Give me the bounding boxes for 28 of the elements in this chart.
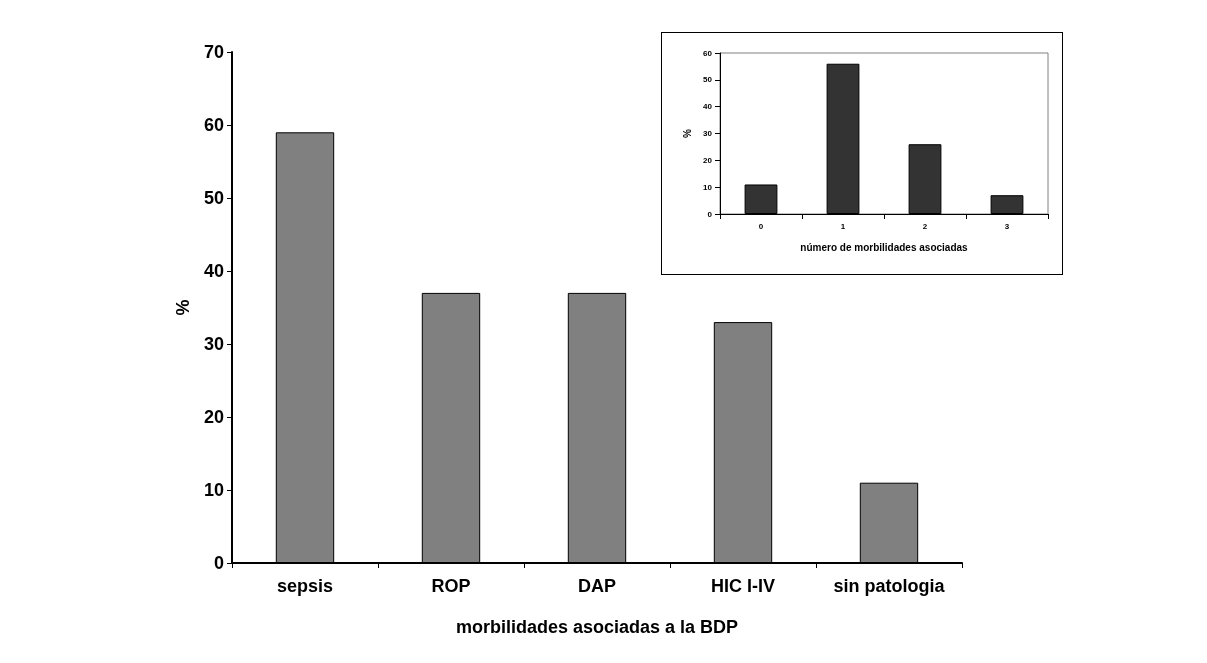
x-tick-label: 3 — [1004, 221, 1010, 231]
y-tick-label: 40 — [203, 261, 224, 281]
y-tick-label: 40 — [703, 102, 713, 112]
x-axis-title: número de morbilidades asociadas — [800, 241, 969, 253]
x-tick-label: sepsis — [276, 576, 334, 596]
y-tick-label: 50 — [703, 75, 713, 85]
x-tick-label: sin patologia — [833, 576, 946, 596]
x-axis-title: morbilidades asociadas a la BDP — [455, 617, 739, 637]
y-tick-label: 50 — [203, 188, 224, 208]
x-tick-label: ROP — [431, 576, 471, 596]
x-tick-label: DAP — [577, 576, 617, 596]
y-tick-label: 20 — [203, 407, 224, 427]
y-tick-label: 20 — [703, 155, 713, 165]
x-tick-label: HIC I-IV — [710, 576, 776, 596]
y-axis-title: % — [681, 128, 693, 138]
y-tick-label: 10 — [203, 480, 224, 500]
x-tick-label: 0 — [758, 221, 764, 231]
x-tick-label: 1 — [840, 221, 846, 231]
y-tick-label: 10 — [703, 182, 713, 192]
y-axis-title: % — [173, 299, 193, 316]
y-tick-label: 0 — [213, 553, 224, 573]
y-tick-label: 30 — [703, 129, 713, 138]
y-tick-label: 0 — [707, 209, 713, 219]
y-tick-label: 60 — [203, 115, 224, 135]
y-tick-label: 60 — [703, 48, 713, 58]
x-tick-label: 2 — [922, 221, 928, 231]
y-tick-label: 30 — [203, 334, 224, 354]
y-tick-label: 70 — [203, 42, 224, 62]
